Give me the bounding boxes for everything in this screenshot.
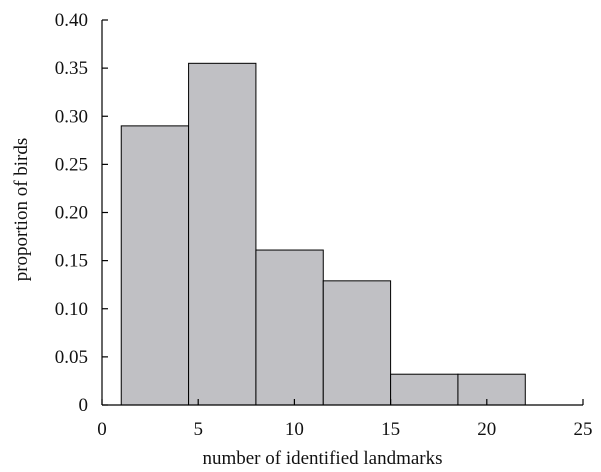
y-tick-label: 0.20: [55, 203, 88, 224]
ticks: 0 0.05 0.10 0.15 0.20 0.25 0.30 0.35 0.40 0 5 10 15 2…: [55, 10, 593, 440]
y-tick-label: 0.15: [55, 251, 88, 272]
histogram-bar-1: [120, 125, 190, 406]
y-tick-label: 0: [79, 395, 89, 416]
histogram-bar-4: [322, 280, 392, 406]
y-axis-title: proportion of birds: [11, 138, 32, 282]
y-tick-label: 0.30: [55, 106, 88, 127]
y-tick-label: 0.35: [55, 58, 88, 79]
y-tick-label: 0.05: [55, 347, 88, 368]
y-tick-label: 0.25: [55, 154, 88, 175]
histogram-bar-3: [255, 249, 324, 406]
x-tick-label: 0: [97, 419, 107, 440]
histogram-bar-2: [188, 62, 257, 406]
y-tick-label: 0.40: [55, 10, 88, 31]
x-tick-label: 5: [193, 419, 203, 440]
histogram-bar-5: [390, 373, 459, 406]
bars: [120, 62, 526, 406]
x-tick-label: 10: [285, 419, 304, 440]
x-tick-label: 15: [381, 419, 400, 440]
x-tick-label: 25: [574, 419, 593, 440]
x-axis-title: number of identified landmarks: [202, 448, 442, 469]
y-tick-label: 0.10: [55, 299, 88, 320]
histogram-bar-6: [457, 373, 526, 406]
x-tick-label: 20: [477, 419, 496, 440]
